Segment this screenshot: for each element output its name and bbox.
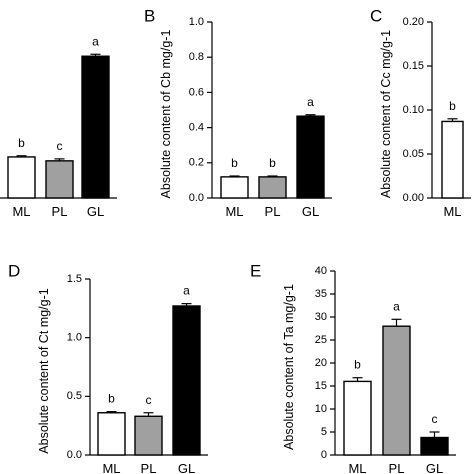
significance-label: b [108,392,115,406]
significance-label: a [393,299,400,313]
bar-pl [258,176,287,199]
y-tick-label: 0.8 [189,51,204,63]
bar-ml [7,156,36,199]
y-axis-title: Absolute content of Ta mg/g-1 [282,284,296,450]
y-axis-title: Absolute content of Cc mg/g-1 [379,30,393,198]
x-category-label: ML [443,204,461,219]
significance-label: b [269,156,276,170]
panel-letter: D [8,261,20,280]
significance-label: c [146,393,152,407]
x-category-label: GL [87,204,104,219]
x-category-label: PL [389,461,405,474]
panel-d: D 0.0 0.5 1.0 1.5 Absolute content of Ct mg/g… [8,261,208,474]
panel-letter: B [144,6,155,25]
y-tick-label: 0.6 [189,86,204,98]
y-axis-title: Absolute content of Cb mg/g-1 [159,30,173,199]
y-tick-label: 0 [321,449,327,461]
y-tick-label: 0.10 [403,104,424,116]
bar-pl [382,325,411,456]
x-category-label: GL [178,461,195,474]
y-tick-label: 40 [315,265,327,277]
y-tick-label: 0.00 [403,192,424,204]
significance-label: b [18,136,25,150]
panel-b: B 0.0 0.2 0.4 0.6 0.8 1.0 Absolute content of C… [144,6,332,219]
x-category-label: ML [102,461,120,474]
significance-label: b [354,358,361,372]
y-tick-label: 35 [315,288,327,300]
x-category-label: PL [265,204,281,219]
significance-label: a [183,284,190,298]
x-category-label: PL [52,204,68,219]
x-category-label: GL [426,461,443,474]
bar-gl [420,436,449,456]
panel-letter: E [250,261,261,280]
panel-a: b ML c PL a GL [0,34,117,219]
bar-gl [296,115,325,199]
y-tick-label: 0.4 [189,122,204,134]
y-tick-label: 1.5 [67,273,82,285]
y-tick-label: 0.05 [403,148,424,160]
significance-label: a [307,95,314,109]
bar-ml [220,176,249,199]
bar-ml [441,120,464,199]
y-tick-label: 30 [315,311,327,323]
x-category-label: GL [302,204,319,219]
panel-c: C 0.00 0.05 0.10 0.15 0.20 Absolute content of… [370,6,471,219]
significance-label: b [449,99,456,113]
y-tick-label: 1.0 [189,16,204,28]
x-category-label: PL [141,461,157,474]
significance-label: c [57,139,63,153]
bar-ml [97,412,126,456]
y-axis-title: Absolute content of Ct mg/g-1 [37,288,51,453]
x-category-label: ML [12,204,30,219]
panel-e: E 0 5 10 15 20 25 30 35 40 Absolute content of Ta … [250,261,456,474]
bar-pl [134,415,163,456]
y-tick-label: 0.15 [403,60,424,72]
y-tick-label: 0.5 [67,390,82,402]
x-category-label: ML [225,204,243,219]
y-tick-label: 0.0 [67,449,82,461]
y-tick-label: 5 [321,426,327,438]
y-tick-label: 15 [315,380,327,392]
x-category-label: ML [348,461,366,474]
significance-label: c [432,412,438,426]
y-tick-label: 20 [315,357,327,369]
bar-gl [81,55,110,199]
y-tick-label: 0.0 [189,192,204,204]
y-tick-label: 25 [315,334,327,346]
y-tick-label: 0.20 [403,16,424,28]
bar-gl [172,305,201,456]
bar-pl [45,160,74,199]
panel-letter: C [370,6,382,25]
significance-label: a [92,34,99,48]
bar-ml [343,380,372,456]
significance-label: b [231,156,238,170]
y-tick-label: 0.2 [189,157,204,169]
y-tick-label: 1.0 [67,332,82,344]
y-tick-label: 10 [315,403,327,415]
